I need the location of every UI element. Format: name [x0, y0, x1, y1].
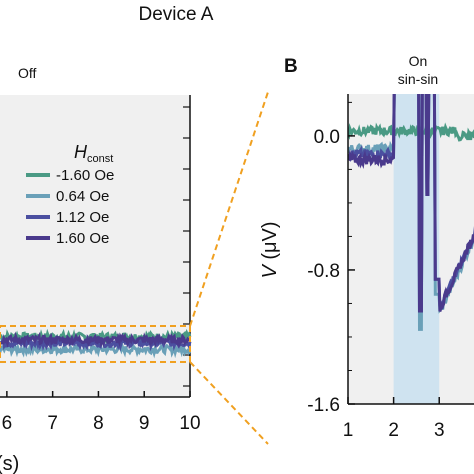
left-x-tick-label-2: 8	[93, 413, 104, 434]
left-x-axis-label-fragment: (s)	[0, 453, 19, 474]
panel-b-y-axis-label: V (μV)	[259, 221, 281, 278]
panel-b-y-tick-label-1: -0.8	[307, 261, 340, 282]
left-series-line-3	[0, 331, 191, 350]
left-plot-area	[0, 95, 192, 398]
panel-b-x-tick-label-0: 1	[343, 420, 354, 441]
panel-b-y-ticks: 0.0 -0.8 -1.6	[307, 101, 355, 416]
figure-title: Device A	[139, 4, 214, 25]
legend-entry-3: 1.60 Oe	[56, 230, 109, 247]
zoom-indicator	[0, 91, 269, 445]
left-x-tick-label-3: 9	[139, 413, 150, 434]
panel-b-y-axis-label-unit: (μV)	[259, 221, 281, 265]
left-state-label: Off	[18, 65, 37, 81]
panel-b-series-line-3	[348, 94, 474, 313]
legend-entry-0: -1.60 Oe	[56, 167, 114, 184]
legend-title-sub: const	[87, 153, 113, 165]
panel-b-y-tick-label-2: -1.6	[307, 395, 340, 416]
panel-b-state-label-mode: sin-sin	[398, 71, 438, 87]
legend: Hconst -1.60 Oe 0.64 Oe 1.12 Oe 1.60 Oe	[26, 142, 114, 247]
legend-title: Hconst	[74, 142, 113, 165]
zoom-connector-top	[189, 91, 269, 327]
left-x-ticks: 6 7 8 9 10	[2, 391, 201, 434]
left-x-tick-label-0: 6	[2, 413, 13, 434]
legend-entry-2: 1.12 Oe	[56, 209, 109, 226]
legend-title-main: H	[74, 142, 88, 162]
panel-b-letter: B	[284, 56, 298, 77]
zoom-connector-bottom	[189, 361, 269, 445]
panel-b-y-axis-label-symbol: V	[259, 264, 281, 279]
panel-b-x-tick-label-1: 2	[388, 420, 399, 441]
left-x-tick-label-4: 10	[179, 413, 200, 434]
panel-b-state-label-on: On	[409, 53, 428, 69]
panel-b-y-tick-label-0: 0.0	[314, 127, 340, 148]
panel-b-series-line-2	[348, 94, 474, 313]
panel-b-plot-area	[347, 94, 474, 405]
panel-b-x-ticks: 1 2 3	[343, 397, 445, 441]
legend-entry-1: 0.64 Oe	[56, 188, 109, 205]
panel-b-shaded-region	[393, 94, 440, 404]
panel-b-x-tick-label-2: 3	[434, 420, 445, 441]
left-x-tick-label-1: 7	[47, 413, 58, 434]
zoom-box	[0, 325, 191, 363]
panel-b-series-line-0	[348, 122, 474, 142]
